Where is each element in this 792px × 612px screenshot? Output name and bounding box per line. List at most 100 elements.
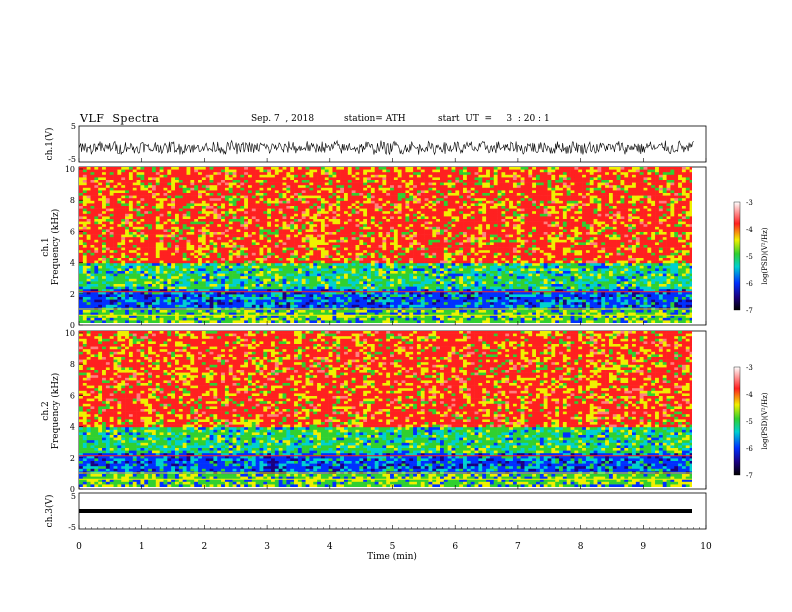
spectrogram-cell <box>102 317 107 321</box>
spectrogram-cell <box>132 312 137 316</box>
spectrogram-cell <box>251 213 256 217</box>
spectrogram-cell <box>128 187 134 191</box>
spectrogram-cell <box>317 263 322 267</box>
spectrogram-cell <box>309 198 314 202</box>
spectrogram-cell <box>178 304 183 308</box>
spectrogram-cell <box>209 245 214 248</box>
spectrogram-cell <box>343 310 349 313</box>
spectrogram-cell <box>102 258 107 261</box>
spectrogram-cell <box>171 276 176 280</box>
spectrogram-cell <box>224 193 230 196</box>
spectrogram-cell <box>359 180 364 183</box>
spectrogram-cell <box>163 242 168 246</box>
spectrogram-cell <box>320 258 326 261</box>
spectrogram-cell <box>98 182 103 186</box>
spectrogram-cell <box>209 320 214 323</box>
spectrogram-cell <box>251 198 256 202</box>
spectrogram-cell <box>213 221 218 225</box>
spectrogram-cell <box>132 226 137 230</box>
spectrogram-cell <box>386 281 391 285</box>
spectrogram-cell <box>336 278 341 282</box>
spectrogram-cell <box>320 294 326 298</box>
spectrogram-cell <box>320 247 326 251</box>
spectrogram-cell <box>363 193 368 196</box>
spectrogram-cell <box>163 268 168 272</box>
spectrogram-cell <box>136 291 141 295</box>
spectrogram-cell <box>132 172 137 176</box>
spectrogram-cell <box>121 294 126 298</box>
spectrogram-cell <box>159 250 164 254</box>
spectrogram-cell <box>228 278 233 282</box>
spectrogram-cell <box>194 276 199 280</box>
spectrogram-cell <box>359 224 364 228</box>
spectrogram-cell <box>359 312 364 316</box>
spectrogram-cell <box>294 297 299 300</box>
spectrogram-cell <box>393 195 399 199</box>
spectrogram-cell <box>267 255 272 259</box>
spectrogram-cell <box>228 255 233 259</box>
spectrogram-cell <box>159 211 164 215</box>
spectrogram-cell <box>151 177 157 181</box>
spectrogram-cell <box>244 247 249 251</box>
spectrogram-cell <box>267 180 272 183</box>
spectrogram-cell <box>82 273 87 277</box>
spectrogram-cell <box>217 229 222 233</box>
spectrogram-cell <box>117 200 122 204</box>
spectrogram-cell <box>251 268 256 272</box>
spectrogram-cell <box>117 284 122 287</box>
spectrogram-cell <box>90 265 95 269</box>
spectrogram-cell <box>271 185 276 189</box>
spectrogram-cell <box>155 317 160 321</box>
spectrogram-cell <box>343 317 349 321</box>
spectrogram-cell <box>286 317 291 321</box>
spectrogram-cell <box>282 229 287 233</box>
spectrogram-cell <box>171 198 176 202</box>
spectrogram-cell <box>317 172 322 176</box>
spectrogram-cell <box>340 195 345 199</box>
spectrogram-cell <box>251 245 256 248</box>
spectrogram-cell <box>144 216 149 220</box>
spectrogram-cell <box>224 273 230 277</box>
spectrogram-cell <box>271 273 276 277</box>
spectrogram-cell <box>171 286 176 290</box>
spectrogram-cell <box>390 239 395 243</box>
spectrogram-cell <box>309 255 314 259</box>
spectrogram-cell <box>332 271 337 274</box>
spectrogram-cell <box>117 286 122 290</box>
spectrogram-cell <box>324 177 329 181</box>
spectrogram-cell <box>205 250 210 254</box>
spectrogram-cell <box>301 312 306 316</box>
spectrogram-cell <box>370 229 376 233</box>
spectrogram-cell <box>221 273 226 277</box>
spectrogram-cell <box>336 208 341 212</box>
spectrogram-cell <box>340 247 345 251</box>
spectrogram-cell <box>374 281 379 285</box>
spectrogram-cell <box>259 203 264 207</box>
spectrogram-cell <box>328 276 333 280</box>
spectrogram-cell <box>186 213 191 217</box>
spectrogram-cell <box>140 289 145 293</box>
spectrogram-cell <box>340 198 345 202</box>
spectrogram-cell <box>267 320 272 323</box>
spectrogram-cell <box>198 263 203 267</box>
spectrogram-cell <box>167 167 172 170</box>
spectrogram-cell <box>320 250 326 254</box>
spectrogram-cell <box>217 195 222 199</box>
spectrogram-cell <box>255 221 260 225</box>
spectrogram-cell <box>159 268 164 272</box>
spectrogram-cell <box>290 258 295 261</box>
spectrogram-cell <box>113 312 118 316</box>
spectrogram-cell <box>370 310 376 313</box>
spectrogram-cell <box>336 276 341 280</box>
spectrogram-cell <box>390 198 395 202</box>
spectrogram-cell <box>190 255 195 259</box>
spectrogram-cell <box>382 213 387 217</box>
spectrogram-cell <box>209 198 214 202</box>
spectrogram-cell <box>390 286 395 290</box>
spectrogram-cell <box>221 174 226 178</box>
spectrogram-cell <box>221 263 226 267</box>
spectrogram-cell <box>163 213 168 217</box>
spectrogram-cell <box>251 221 256 225</box>
spectrogram-cell <box>263 271 268 274</box>
spectrogram-cell <box>324 180 329 183</box>
